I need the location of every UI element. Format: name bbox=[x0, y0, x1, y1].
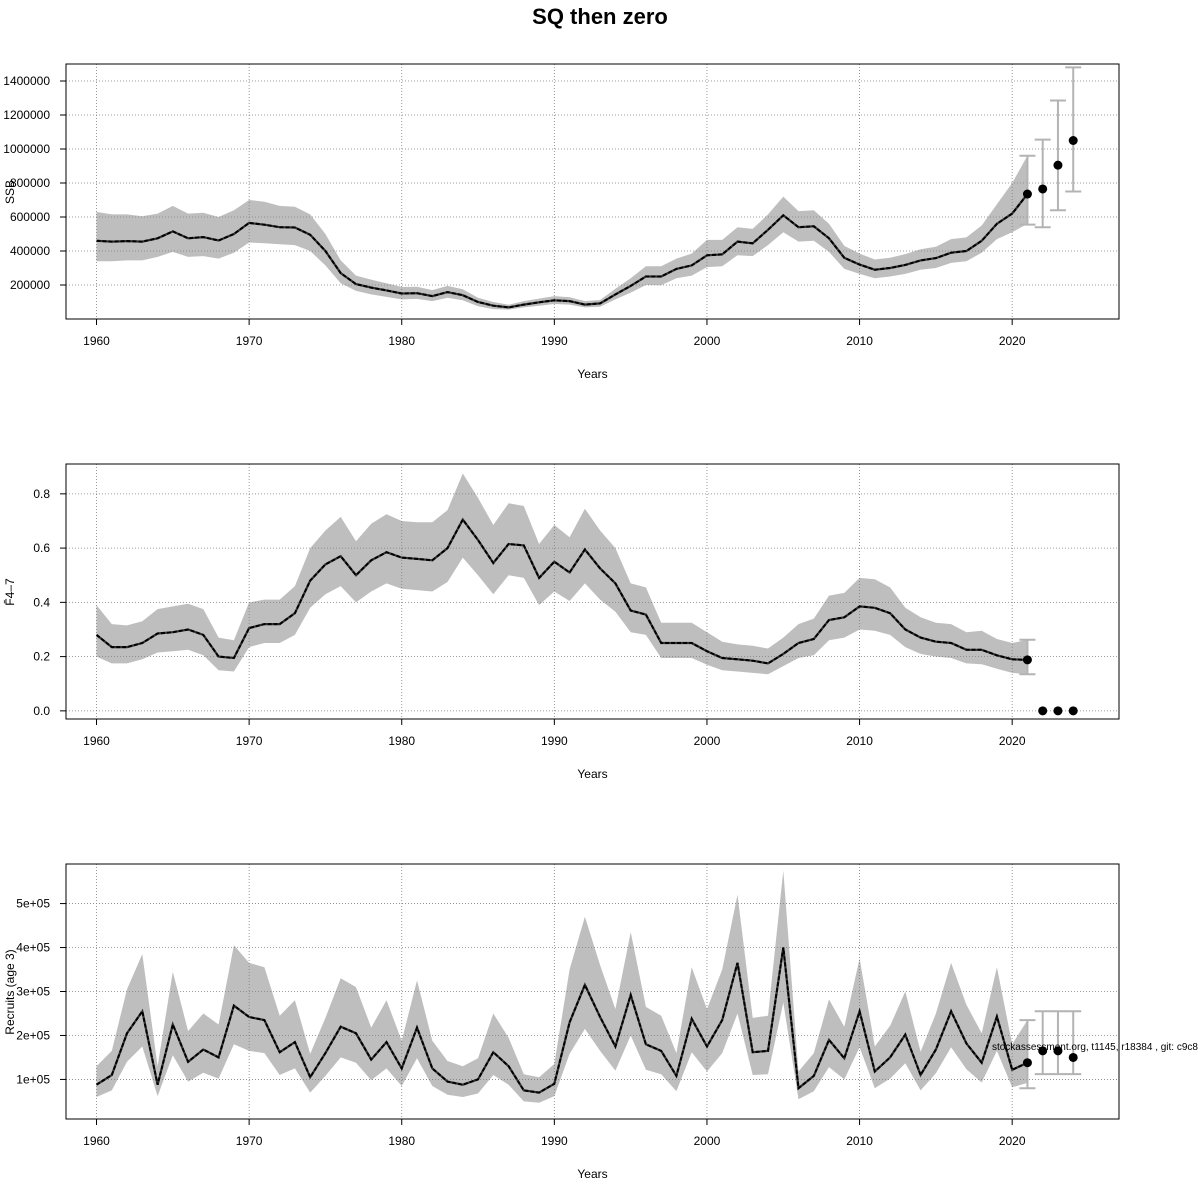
forecast-point bbox=[1022, 189, 1032, 199]
forecast-point bbox=[1053, 1046, 1063, 1056]
y-tick-label: 0.0 bbox=[33, 704, 50, 718]
plot-frame bbox=[65, 463, 1120, 720]
y-tick-label: 800000 bbox=[10, 176, 50, 190]
y-tick-label: 1400000 bbox=[3, 74, 50, 88]
x-tick-label: 1980 bbox=[388, 334, 415, 348]
x-tick-label: 1990 bbox=[541, 734, 568, 748]
forecast-point bbox=[1038, 706, 1048, 716]
x-tick-label: 1990 bbox=[541, 1134, 568, 1148]
y-tick-label: 1000000 bbox=[3, 142, 50, 156]
forecast-point bbox=[1022, 1058, 1032, 1068]
x-axis-label: Years bbox=[577, 1167, 607, 1181]
x-tick-label: 1960 bbox=[83, 334, 110, 348]
x-tick-label: 1960 bbox=[83, 1134, 110, 1148]
x-tick-label: 1980 bbox=[388, 734, 415, 748]
x-tick-label: 2010 bbox=[846, 734, 873, 748]
y-tick-label: 3e+05 bbox=[16, 985, 50, 999]
y-tick-label: 0.8 bbox=[33, 487, 50, 501]
y-axis-label: Recruits (age 3) bbox=[3, 949, 17, 1034]
y-tick-label: 600000 bbox=[10, 210, 50, 224]
x-tick-label: 1970 bbox=[236, 334, 263, 348]
y-axis-label: SSB bbox=[3, 180, 17, 204]
x-axis-label: Years bbox=[577, 367, 607, 381]
forecast-point bbox=[1038, 184, 1048, 194]
x-tick-label: 1980 bbox=[388, 1134, 415, 1148]
x-tick-label: 2000 bbox=[694, 334, 721, 348]
confidence-band bbox=[96, 473, 1028, 675]
y-tick-label: 1200000 bbox=[3, 108, 50, 122]
y-axis-label: F̄4–7 bbox=[3, 578, 17, 606]
panel-recruits: 1960 1970 1980 1990 2000 2010 2020 1e+05 2e+05 3e… bbox=[3, 863, 1120, 1181]
x-tick-label: 2010 bbox=[846, 334, 873, 348]
y-tick-label: 2e+05 bbox=[16, 1028, 50, 1042]
confidence-band bbox=[96, 870, 1028, 1103]
y-tick-label: 5e+05 bbox=[16, 897, 50, 911]
footnote: stockassessment.org, t1145, r18384 , git… bbox=[992, 1042, 1198, 1053]
y-tick-label: 400000 bbox=[10, 244, 50, 258]
y-tick-label: 200000 bbox=[10, 278, 50, 292]
forecast-point bbox=[1068, 1052, 1078, 1062]
x-tick-label: 1970 bbox=[236, 1134, 263, 1148]
panel-fbar: 1960 1970 1980 1990 2000 2010 2020 0.0 0.2 0.4 0.6… bbox=[3, 463, 1120, 781]
forecast-point bbox=[1068, 136, 1078, 145]
figure-title: SQ then zero bbox=[532, 4, 668, 29]
x-tick-label: 2020 bbox=[999, 734, 1026, 748]
x-tick-label: 2020 bbox=[999, 1134, 1026, 1148]
y-tick-label: 0.6 bbox=[33, 541, 50, 555]
x-tick-label: 1990 bbox=[541, 334, 568, 348]
forecast-point bbox=[1068, 706, 1078, 716]
x-tick-label: 1970 bbox=[236, 734, 263, 748]
estimate-line-dash bbox=[96, 193, 1029, 309]
forecast-point bbox=[1038, 1046, 1048, 1056]
y-tick-label: 0.2 bbox=[33, 650, 50, 664]
x-tick-label: 1960 bbox=[83, 734, 110, 748]
x-tick-label: 2000 bbox=[694, 734, 721, 748]
y-tick-label: 0.4 bbox=[33, 595, 50, 609]
x-tick-label: 2010 bbox=[846, 1134, 873, 1148]
confidence-band bbox=[96, 155, 1028, 310]
y-tick-label: 4e+05 bbox=[16, 941, 50, 955]
plot-frame bbox=[65, 63, 1120, 320]
x-tick-label: 2020 bbox=[999, 334, 1026, 348]
panel-ssb: 1960 1970 1980 1990 2000 2010 2020 200000 400000… bbox=[3, 63, 1120, 381]
estimate-line-dash bbox=[95, 517, 1028, 665]
x-axis-label: Years bbox=[577, 767, 607, 781]
forecast-point bbox=[1053, 160, 1063, 170]
forecast-point bbox=[1053, 706, 1063, 716]
estimate-line-dash bbox=[95, 947, 1028, 1094]
x-tick-label: 2000 bbox=[694, 1134, 721, 1148]
forecast-point bbox=[1022, 655, 1032, 665]
y-tick-label: 1e+05 bbox=[16, 1072, 50, 1086]
